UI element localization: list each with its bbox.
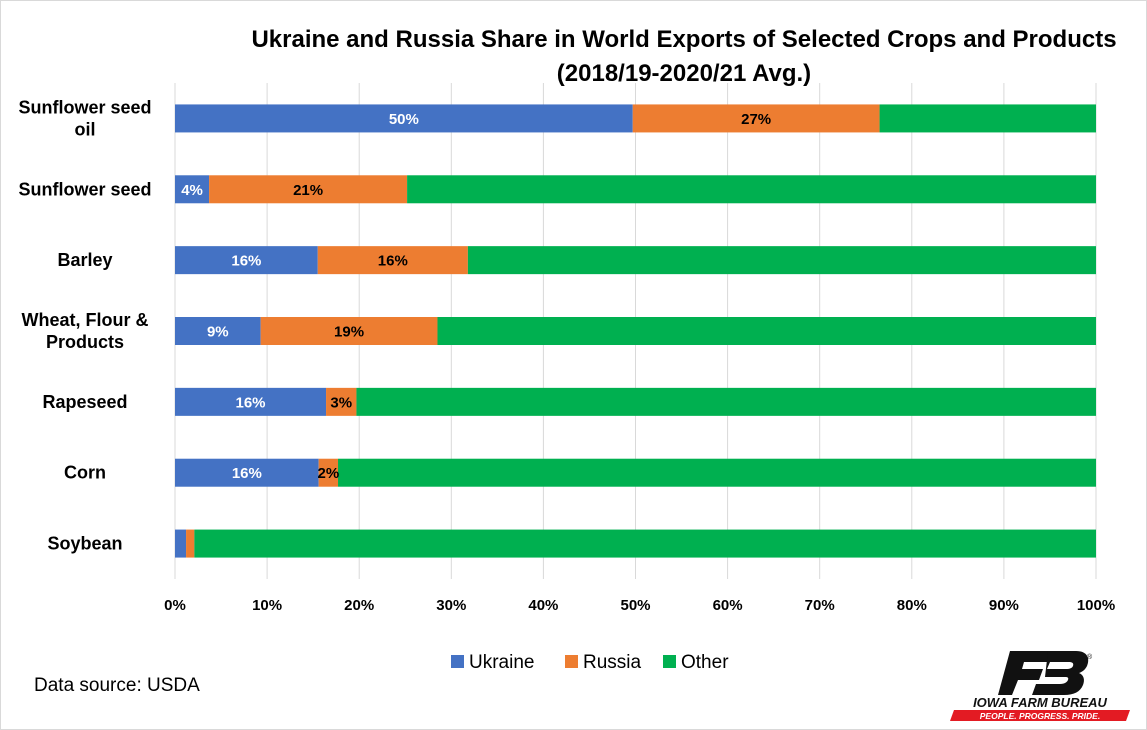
bar-segment-other	[338, 458, 1097, 487]
logo-tagline: PEOPLE. PROGRESS. PRIDE.	[980, 711, 1100, 721]
fb-mark-icon	[998, 651, 1089, 695]
bar-segment-russia	[260, 317, 438, 345]
category-label: Wheat, Flour & Products	[22, 310, 149, 352]
category-label: Sunflower seed oil	[18, 97, 151, 139]
tagline-banner	[950, 710, 1130, 721]
bars	[175, 104, 1097, 558]
bar-segment-russia	[326, 387, 357, 416]
category-label: Barley	[57, 250, 112, 270]
x-tick-label: 100%	[1077, 597, 1115, 614]
x-tick-label: 70%	[805, 597, 835, 614]
bar-segment-ukraine	[175, 458, 319, 487]
x-tick-label: 10%	[252, 597, 282, 614]
data-label: 2%	[318, 465, 340, 482]
legend-label-ukraine: Ukraine	[469, 652, 534, 673]
category-label: Corn	[64, 463, 106, 483]
data-label: 3%	[330, 394, 352, 411]
registered-mark: ®	[1087, 653, 1093, 661]
iowa-farm-bureau-logo: ® IOWA FARM BUREAU PEOPLE. PROGRESS. PRI…	[950, 651, 1130, 721]
bar-segment-other	[407, 175, 1096, 204]
x-tick-label: 60%	[713, 597, 743, 614]
legend-swatch-russia	[565, 655, 578, 668]
category-labels: Sunflower seed oil Sunflower seed Barley Whe…	[18, 97, 151, 553]
category-label: Soybean	[47, 534, 122, 554]
legend: Ukraine Russia Other	[451, 652, 729, 673]
chart-subtitle: (2018/19-2020/21 Avg.)	[557, 60, 811, 87]
bar-segment-other	[467, 246, 1096, 275]
x-tick-label: 20%	[344, 597, 374, 614]
x-tick-label: 0%	[164, 597, 186, 614]
data-label: 16%	[231, 253, 261, 270]
data-label: 9%	[207, 324, 229, 341]
bar-segment-other	[356, 387, 1096, 416]
x-tick-label: 50%	[620, 597, 650, 614]
chart-title: Ukraine and Russia Share in World Export…	[251, 26, 1116, 53]
category-label: Sunflower seed	[18, 179, 151, 199]
data-label: 27%	[741, 111, 771, 128]
data-source-note: Data source: USDA	[34, 675, 200, 696]
data-label: 16%	[232, 465, 262, 482]
bar-segment-russia	[209, 175, 408, 204]
bar-segment-russia	[186, 529, 195, 558]
data-label: 50%	[389, 111, 419, 128]
category-label: Rapeseed	[42, 392, 127, 412]
bar-segment-russia	[317, 246, 468, 275]
data-label: 4%	[181, 182, 203, 199]
bar-segment-other	[879, 104, 1096, 133]
legend-label-other: Other	[681, 652, 729, 673]
bar-segment-ukraine	[175, 387, 327, 416]
bar-segment-ukraine	[175, 175, 210, 204]
bar-segment-russia	[632, 104, 880, 133]
logo-name: IOWA FARM BUREAU	[973, 695, 1107, 710]
x-axis-tick-labels: 0% 10% 20% 30% 40% 50% 60% 70% 80% 90% 100%	[164, 597, 1115, 614]
data-label: 16%	[236, 394, 266, 411]
bar-segment-ukraine	[175, 317, 261, 345]
bar-segment-ukraine	[175, 529, 187, 558]
data-label: 16%	[378, 253, 408, 270]
legend-swatch-ukraine	[451, 655, 464, 668]
data-labels: 50% 27% 4% 21% 16% 16% 9% 19% 16% 3% 16% 2%	[181, 111, 771, 482]
x-tick-label: 80%	[897, 597, 927, 614]
x-tick-label: 40%	[528, 597, 558, 614]
bar-segment-russia	[318, 458, 339, 487]
bar-segment-other	[437, 317, 1096, 345]
data-label: 21%	[293, 182, 323, 199]
bar-segment-ukraine	[175, 104, 633, 133]
bar-segment-ukraine	[175, 246, 318, 275]
legend-swatch-other	[663, 655, 676, 668]
x-tick-label: 90%	[989, 597, 1019, 614]
x-tick-label: 30%	[436, 597, 466, 614]
bar-segment-other	[194, 529, 1096, 558]
data-label: 19%	[334, 324, 364, 341]
legend-label-russia: Russia	[583, 652, 642, 673]
